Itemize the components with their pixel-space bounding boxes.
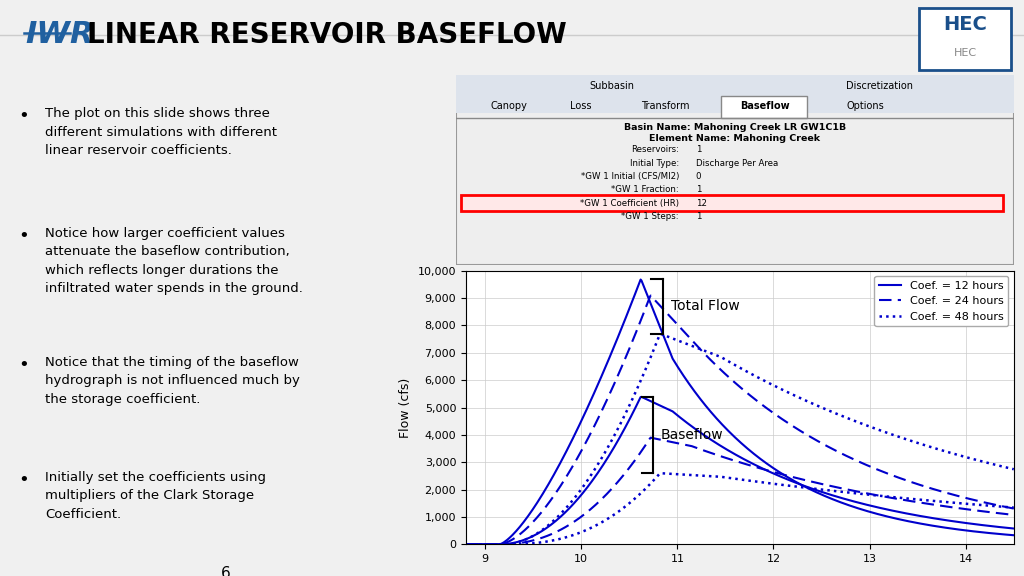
Text: 6: 6 (220, 566, 230, 576)
Text: •: • (18, 227, 29, 245)
Text: Baseflow: Baseflow (662, 428, 724, 442)
Text: Discretization: Discretization (846, 81, 913, 91)
FancyBboxPatch shape (721, 96, 807, 118)
Text: Element Name: Mahoning Creek: Element Name: Mahoning Creek (649, 134, 820, 143)
Text: Subbasin: Subbasin (590, 81, 635, 91)
Text: LINEAR RESERVOIR BASEFLOW: LINEAR RESERVOIR BASEFLOW (87, 21, 567, 48)
Text: *GW 1 Initial (CFS/MI2): *GW 1 Initial (CFS/MI2) (581, 172, 679, 181)
Text: 1: 1 (695, 185, 701, 194)
Text: Baseflow: Baseflow (740, 101, 791, 111)
Text: 1: 1 (695, 146, 701, 154)
Text: •: • (18, 356, 29, 374)
Text: Basin Name: Mahoning Creek LR GW1C1B: Basin Name: Mahoning Creek LR GW1C1B (624, 123, 846, 132)
Text: *GW 1 Steps:: *GW 1 Steps: (622, 212, 679, 221)
Text: 12: 12 (695, 199, 707, 208)
Text: Transform: Transform (641, 101, 689, 111)
Text: HEC: HEC (943, 15, 987, 34)
Legend: Coef. = 12 hours, Coef. = 24 hours, Coef. = 48 hours: Coef. = 12 hours, Coef. = 24 hours, Coef… (874, 276, 1009, 326)
FancyBboxPatch shape (456, 75, 1014, 265)
Text: Loss: Loss (570, 101, 592, 111)
Text: Canopy: Canopy (490, 101, 527, 111)
Text: Discharge Per Area: Discharge Per Area (695, 159, 778, 168)
Text: IWR: IWR (26, 20, 94, 49)
Text: •: • (18, 471, 29, 488)
Y-axis label: Flow (cfs): Flow (cfs) (399, 377, 412, 438)
FancyBboxPatch shape (456, 75, 1014, 113)
Text: 0: 0 (695, 172, 701, 181)
Text: Notice that the timing of the baseflow
hydrograph is not influenced much by
the : Notice that the timing of the baseflow h… (45, 356, 300, 406)
FancyBboxPatch shape (920, 7, 1011, 70)
Text: The plot on this slide shows three
different simulations with different
linear r: The plot on this slide shows three diffe… (45, 107, 278, 157)
Text: Total Flow: Total Flow (671, 300, 739, 313)
Text: Reservoirs:: Reservoirs: (631, 146, 679, 154)
Text: 1: 1 (695, 212, 701, 221)
Text: *GW 1 Fraction:: *GW 1 Fraction: (611, 185, 679, 194)
Text: *GW 1 Coefficient (HR): *GW 1 Coefficient (HR) (580, 199, 679, 208)
Text: •: • (18, 107, 29, 126)
FancyBboxPatch shape (461, 195, 1002, 211)
Text: HEC: HEC (953, 48, 977, 58)
Text: Options: Options (847, 101, 885, 111)
Text: Initially set the coefficients using
multipliers of the Clark Storage
Coefficien: Initially set the coefficients using mul… (45, 471, 266, 521)
Text: Notice how larger coefficient values
attenuate the baseflow contribution,
which : Notice how larger coefficient values att… (45, 227, 303, 295)
Text: Initial Type:: Initial Type: (630, 159, 679, 168)
